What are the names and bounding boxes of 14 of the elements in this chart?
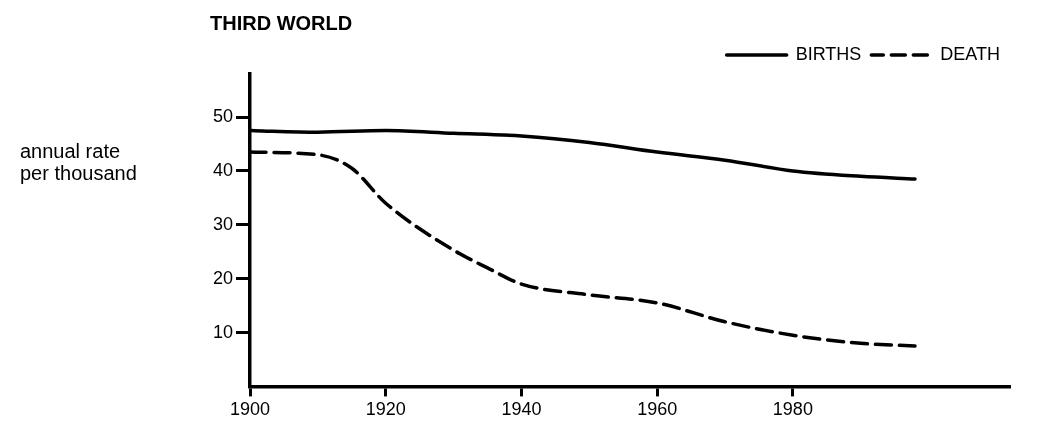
y-tick-label: 50 (212, 106, 234, 127)
x-tick-label: 1980 (772, 399, 813, 420)
x-tick-label: 1960 (637, 399, 678, 420)
y-tick-label: 20 (212, 267, 234, 288)
chart-title: THIRD WORLD (210, 11, 353, 34)
x-tick-label: 1900 (230, 399, 271, 420)
x-tick-label: 1940 (501, 399, 542, 420)
legend-label: BIRTHS (795, 43, 862, 64)
y-tick-label: 10 (212, 321, 234, 342)
x-tick-label: 1920 (365, 399, 406, 420)
y-tick-label: 30 (212, 213, 234, 234)
y-tick-label: 40 (212, 159, 234, 180)
legend-label: DEATH (940, 43, 1000, 64)
y-axis-title: annual rate per thousand (20, 140, 138, 184)
